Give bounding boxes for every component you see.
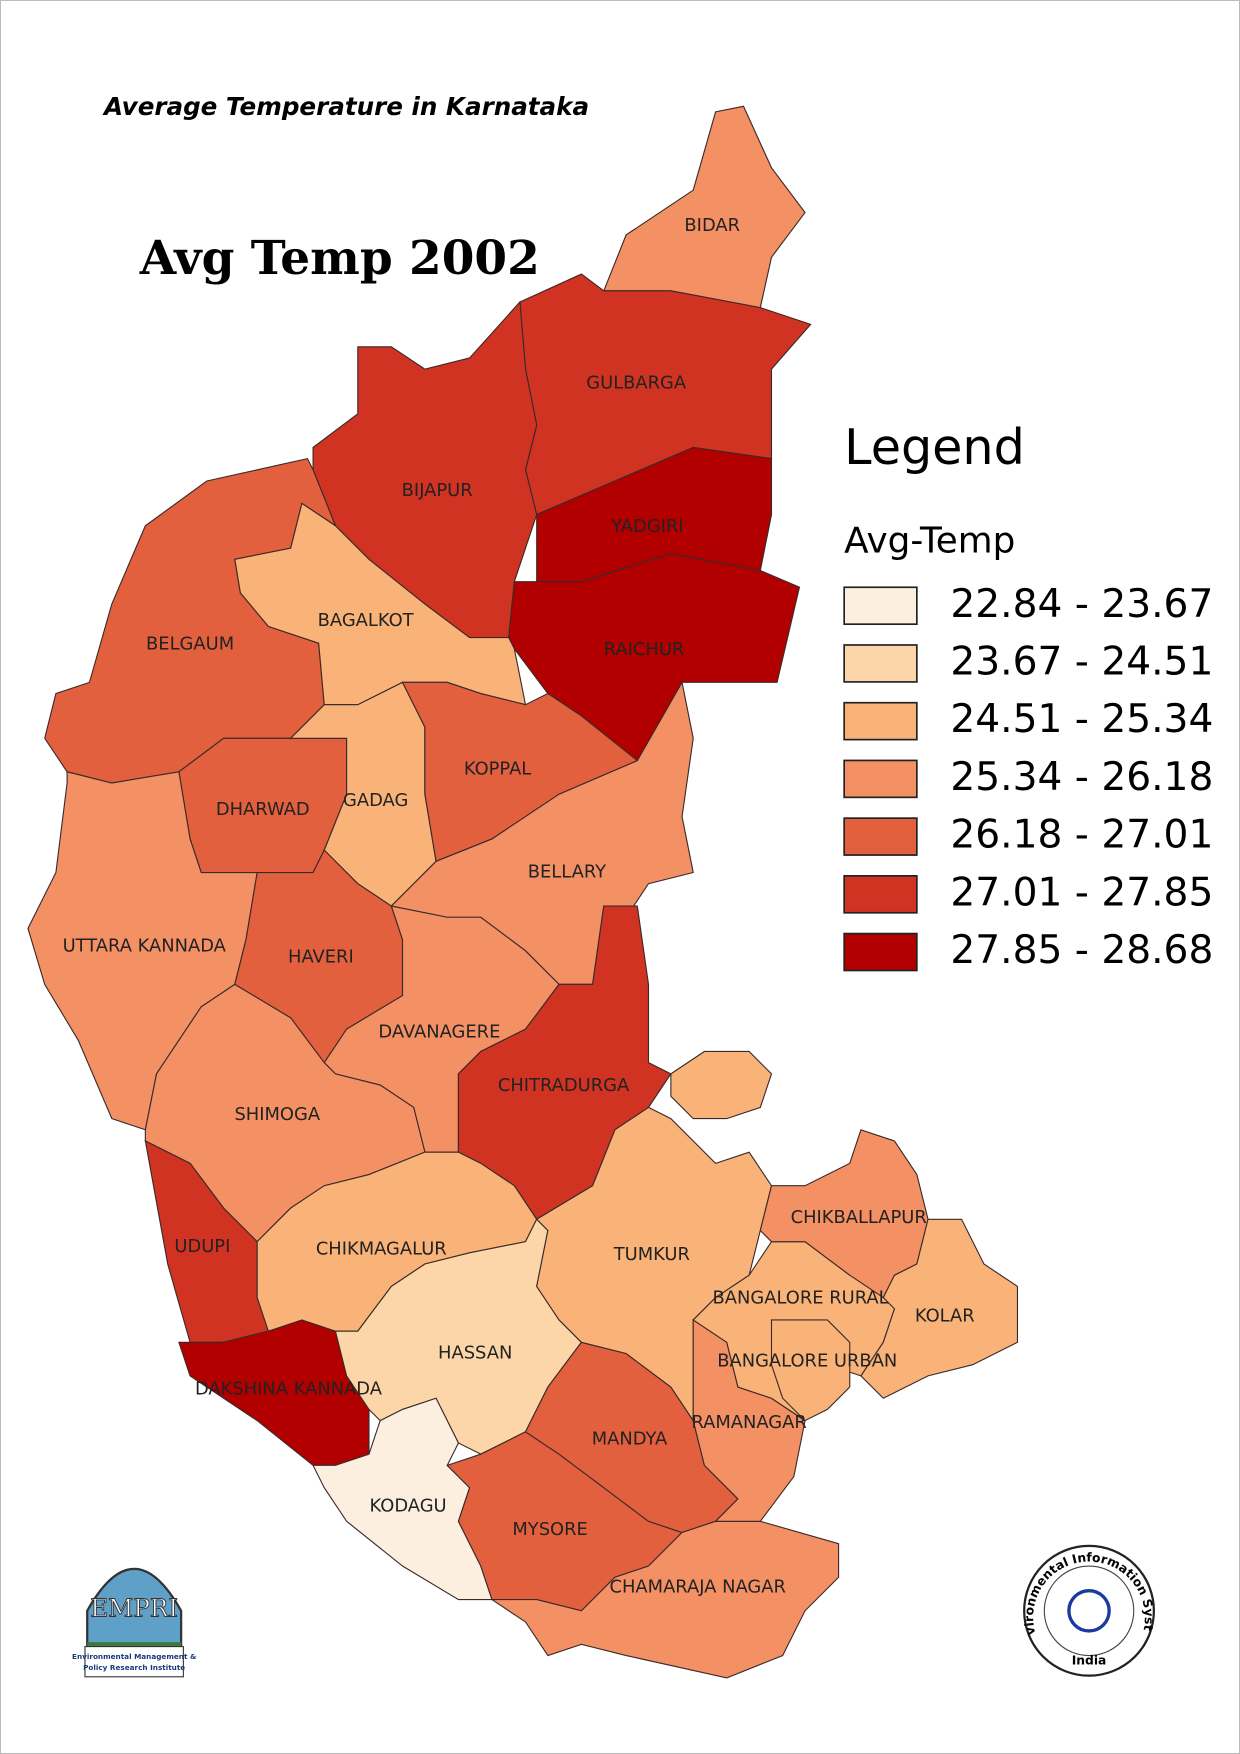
legend: 22.84 - 23.67 23.67 - 24.51 24.51 - 25.34 2… [843,582,1213,973]
district-label: HAVERI [288,947,354,968]
district-label: GADAG [343,790,408,811]
district [508,553,801,762]
district-label: TUMKUR [613,1244,690,1265]
district-label: KODAGU [370,1496,447,1517]
map-title: Avg Temp 2002 [139,231,540,286]
legend-swatch [843,586,918,626]
legend-label: 27.85 - 28.68 [950,928,1213,973]
district-label: CHIKMAGALUR [316,1238,447,1259]
legend-label: 25.34 - 26.18 [950,755,1213,800]
district-label: DAVANAGERE [378,1021,500,1042]
district-label: RAMANAGAR [691,1412,806,1433]
logo-country: India [1072,1653,1107,1667]
district-label: BIJAPUR [402,480,473,501]
legend-label: 26.18 - 27.01 [950,813,1213,858]
legend-swatch [843,932,918,972]
district-label: BANGALORE URBAN [717,1350,897,1371]
district-label: DHARWAD [216,799,310,820]
logo-emblem [1067,1588,1111,1633]
district-label: KOLAR [915,1306,975,1327]
logo-caption: Environmental Management & [72,1652,197,1661]
district-label: CHIKBALLAPUR [791,1207,927,1228]
legend-swatch [843,875,918,914]
legend-field: Avg-Temp [844,521,1015,562]
district-label: BELGAUM [146,633,234,654]
logo-caption-box [84,1646,184,1678]
district [490,1520,840,1679]
district-label: RAICHUR [604,639,685,660]
district-label: UDUPI [174,1236,230,1257]
logo-inner [1043,1565,1135,1657]
district-label: CHAMARAJA NAGAR [610,1576,786,1597]
district-label: MYSORE [512,1519,587,1540]
legend-label: 24.51 - 25.34 [950,697,1213,742]
district [860,1218,1019,1399]
title: Average Temperature in Karnataka [102,92,589,121]
district-label: BANGALORE RURAL [713,1288,889,1309]
district-label: MANDYA [592,1429,668,1450]
district-label: HASSAN [438,1343,512,1364]
legend-swatch [843,644,918,683]
logo-caption: Policy Research Institute [83,1663,185,1672]
district-label: CHITRADURGA [498,1075,630,1096]
district-label: BELLARY [528,862,606,883]
districts [27,105,1019,1679]
district [670,1050,773,1120]
district-label: DAKSHINA KANNADA [195,1378,383,1399]
district-label: BAGALKOT [318,610,414,631]
legend-title: Legend [844,418,1025,476]
district-label: UTTARA KANNADA [63,935,227,956]
legend-label: 23.67 - 24.51 [950,639,1213,684]
logo-name: EMPRI [90,1593,178,1622]
district-label: BIDAR [684,215,740,236]
legend-swatch [843,759,918,799]
legend-swatch [843,701,918,741]
district-label: GULBARGA [586,373,687,394]
district-labels: BIDAR GULBARGA BIJAPUR YADGIRI RAICHUR BELGAU… [63,215,975,1597]
district-label: YADGIRI [610,516,683,537]
legend-swatch [843,817,918,856]
empri-logo: EMPRI Environmental Management & Policy … [72,1567,197,1678]
district-label: KOPPAL [464,759,531,780]
district-label: SHIMOGA [234,1104,320,1125]
legend-label: 22.84 - 23.67 [950,582,1213,627]
district [770,1319,851,1422]
legend-label: 27.01 - 27.85 [950,870,1213,915]
